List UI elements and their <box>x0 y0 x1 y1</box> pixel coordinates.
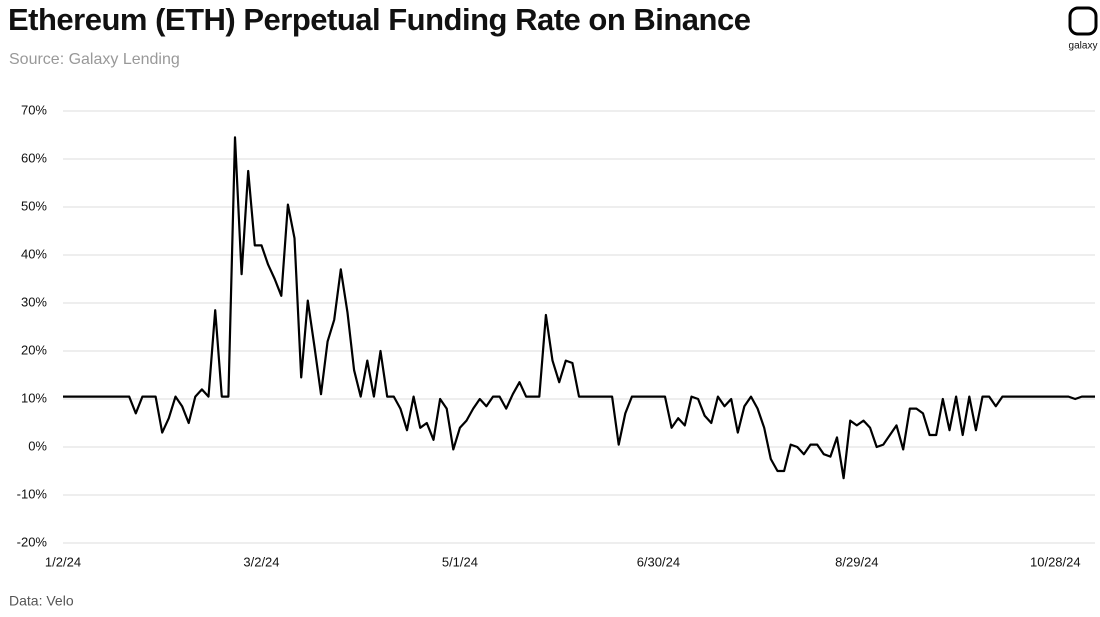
logo-icon <box>1068 6 1098 36</box>
logo-text: galaxy <box>1069 41 1098 52</box>
y-tick-label: 40% <box>21 246 47 261</box>
x-tick-label: 10/28/24 <box>1030 554 1081 569</box>
y-tick-label: -10% <box>17 486 48 501</box>
x-tick-label: 5/1/24 <box>442 554 478 569</box>
y-tick-label: -20% <box>17 534 48 549</box>
y-tick-label: 70% <box>21 102 47 117</box>
x-tick-label: 1/2/24 <box>45 554 81 569</box>
x-tick-label: 3/2/24 <box>243 554 279 569</box>
chart-subtitle: Source: Galaxy Lending <box>9 51 180 68</box>
data-line <box>63 136 1095 480</box>
x-tick-label: 6/30/24 <box>637 554 680 569</box>
y-tick-label: 10% <box>21 390 47 405</box>
y-tick-label: 0% <box>28 438 47 453</box>
y-tick-label: 20% <box>21 342 47 357</box>
y-tick-label: 30% <box>21 294 47 309</box>
data-note: Data: Velo <box>9 593 74 609</box>
chart-title: Ethereum (ETH) Perpetual Funding Rate on… <box>8 2 751 37</box>
y-tick-label: 60% <box>21 150 47 165</box>
x-tick-label: 8/29/24 <box>835 554 878 569</box>
y-tick-label: 50% <box>21 198 47 213</box>
logo: galaxy <box>1068 6 1098 52</box>
